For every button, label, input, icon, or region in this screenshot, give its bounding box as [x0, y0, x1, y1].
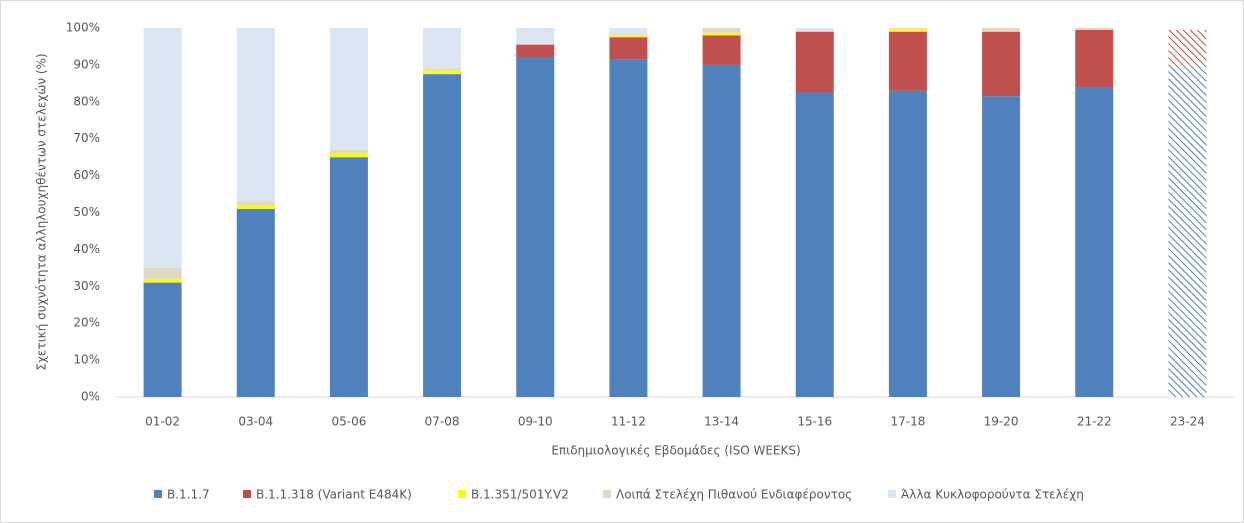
- bar-segment: [888, 31, 927, 91]
- bar-segment: [236, 28, 275, 202]
- bar-segment: [609, 59, 648, 398]
- x-tick-label: 05-06: [331, 415, 366, 429]
- bar-segment: [423, 28, 462, 69]
- bar-segment: [888, 28, 927, 30]
- x-tick-label: 15-16: [797, 415, 832, 429]
- y-tick-label: 50%: [73, 205, 100, 219]
- bar-segment: [423, 68, 462, 71]
- bar-segment: [609, 28, 648, 36]
- bar-segment: [329, 157, 368, 397]
- legend-label: B.1.351/501Y.V2: [471, 488, 569, 502]
- bar-segment: [1168, 64, 1207, 398]
- bar-segment: [702, 28, 741, 33]
- bar-segment: [423, 74, 462, 397]
- y-tick-label: 70%: [73, 131, 100, 145]
- y-tick-label: 90%: [73, 57, 100, 71]
- bar-segment: [516, 44, 555, 58]
- bar-segment: [1075, 29, 1114, 88]
- x-tick-label: 17-18: [890, 415, 925, 429]
- x-tick-label: 13-14: [704, 415, 739, 429]
- bar-segment: [982, 28, 1021, 32]
- x-tick-label: 09-10: [518, 415, 553, 429]
- bar-segment: [329, 28, 368, 150]
- x-tick-label: 01-02: [145, 415, 180, 429]
- bar-segment: [1075, 28, 1114, 30]
- y-tick-label: 10%: [73, 353, 100, 367]
- bar-segment: [516, 28, 555, 45]
- bar-segment: [329, 149, 368, 154]
- bar-segment: [702, 32, 741, 36]
- x-tick-label: 03-04: [238, 415, 273, 429]
- x-tick-label: 11-12: [611, 415, 646, 429]
- y-tick-label: 60%: [73, 168, 100, 182]
- bar-segment: [702, 35, 741, 65]
- bar-segment: [609, 35, 648, 37]
- bar-segment: [982, 31, 1021, 97]
- y-tick-label: 80%: [73, 94, 100, 108]
- y-tick-label: 0%: [81, 390, 100, 404]
- legend-swatch: [243, 490, 251, 498]
- bar-segment: [236, 205, 275, 209]
- bar-segment: [236, 201, 275, 206]
- x-tick-label: 19-20: [984, 415, 1019, 429]
- bar-segment: [888, 29, 927, 32]
- y-tick-label: 40%: [73, 242, 100, 256]
- bar-segment: [795, 28, 834, 32]
- y-axis-title: Σχετική συχνότητα αλληλουχηθέντων στελεχ…: [35, 53, 49, 370]
- bar-segment: [702, 64, 741, 398]
- y-tick-label: 100%: [66, 21, 100, 35]
- bar-segment: [1075, 87, 1114, 397]
- legend-swatch: [154, 490, 162, 498]
- x-tick-label: 23-24: [1170, 415, 1205, 429]
- y-tick-label: 30%: [73, 279, 100, 293]
- x-tick-label: 07-08: [425, 415, 460, 429]
- legend-swatch: [458, 490, 466, 498]
- legend-label: B.1.1.7: [167, 488, 210, 502]
- bar-segment: [609, 36, 648, 38]
- legend-swatch: [603, 490, 611, 498]
- legend-label: B.1.1.318 (Variant E484K): [256, 488, 412, 502]
- bar-segment: [143, 282, 182, 397]
- bar-segment: [236, 208, 275, 397]
- bar-segment: [982, 96, 1021, 397]
- bar-segment: [888, 90, 927, 397]
- y-tick-label: 20%: [73, 316, 100, 330]
- bar-segment: [516, 57, 555, 398]
- bar-segment: [143, 28, 182, 268]
- legend-label: Λοιπά Στελέχη Πιθανού Ενδιαφέροντος: [616, 488, 852, 502]
- legend-label: Άλλα Κυκλοφορούντα Στελέχη: [901, 488, 1084, 502]
- bar-segment: [143, 267, 182, 279]
- bar-segment: [143, 278, 182, 283]
- bar-segment: [423, 70, 462, 75]
- bar-segment: [609, 37, 648, 60]
- bar-segment: [795, 31, 834, 93]
- x-tick-label: 21-22: [1077, 415, 1112, 429]
- x-axis-title: Επιδημιολογικές Εβδομάδες (ISO WEEKS): [551, 444, 800, 458]
- legend-swatch: [888, 490, 896, 498]
- bar-segment: [795, 92, 834, 397]
- bar-segment: [1168, 29, 1207, 65]
- bar-segment: [329, 153, 368, 158]
